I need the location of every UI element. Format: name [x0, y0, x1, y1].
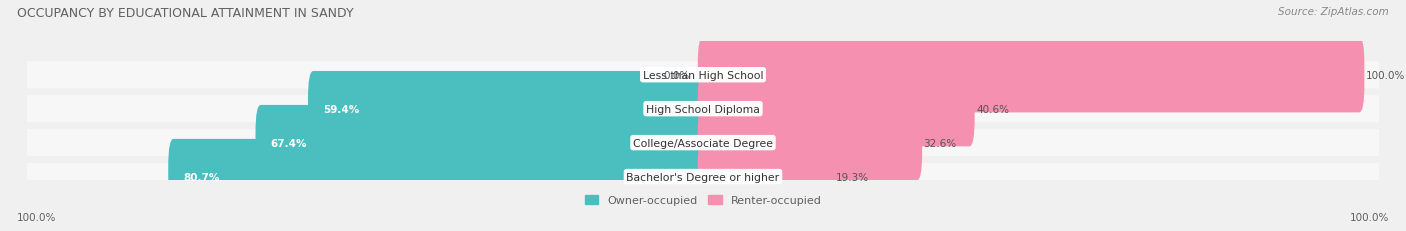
FancyBboxPatch shape — [697, 72, 974, 147]
Text: 32.6%: 32.6% — [924, 138, 956, 148]
Text: College/Associate Degree: College/Associate Degree — [633, 138, 773, 148]
Text: 100.0%: 100.0% — [1350, 212, 1389, 222]
Text: 19.3%: 19.3% — [837, 172, 869, 182]
Text: 100.0%: 100.0% — [17, 212, 56, 222]
Text: Source: ZipAtlas.com: Source: ZipAtlas.com — [1278, 7, 1389, 17]
FancyBboxPatch shape — [27, 62, 1379, 89]
Text: Bachelor's Degree or higher: Bachelor's Degree or higher — [627, 172, 779, 182]
Text: OCCUPANCY BY EDUCATIONAL ATTAINMENT IN SANDY: OCCUPANCY BY EDUCATIONAL ATTAINMENT IN S… — [17, 7, 353, 20]
Text: 100.0%: 100.0% — [1365, 70, 1405, 80]
FancyBboxPatch shape — [697, 139, 835, 214]
FancyBboxPatch shape — [27, 129, 1379, 157]
Text: Less than High School: Less than High School — [643, 70, 763, 80]
Text: 67.4%: 67.4% — [270, 138, 307, 148]
FancyBboxPatch shape — [169, 139, 709, 214]
FancyBboxPatch shape — [697, 106, 922, 180]
Text: 0.0%: 0.0% — [664, 70, 690, 80]
FancyBboxPatch shape — [256, 106, 709, 180]
Text: High School Diploma: High School Diploma — [647, 104, 759, 114]
FancyBboxPatch shape — [697, 38, 1364, 113]
FancyBboxPatch shape — [308, 72, 709, 147]
Text: 80.7%: 80.7% — [183, 172, 219, 182]
FancyBboxPatch shape — [27, 163, 1379, 190]
FancyBboxPatch shape — [27, 96, 1379, 123]
Text: 40.6%: 40.6% — [976, 104, 1010, 114]
Text: 59.4%: 59.4% — [323, 104, 360, 114]
Legend: Owner-occupied, Renter-occupied: Owner-occupied, Renter-occupied — [585, 195, 821, 205]
